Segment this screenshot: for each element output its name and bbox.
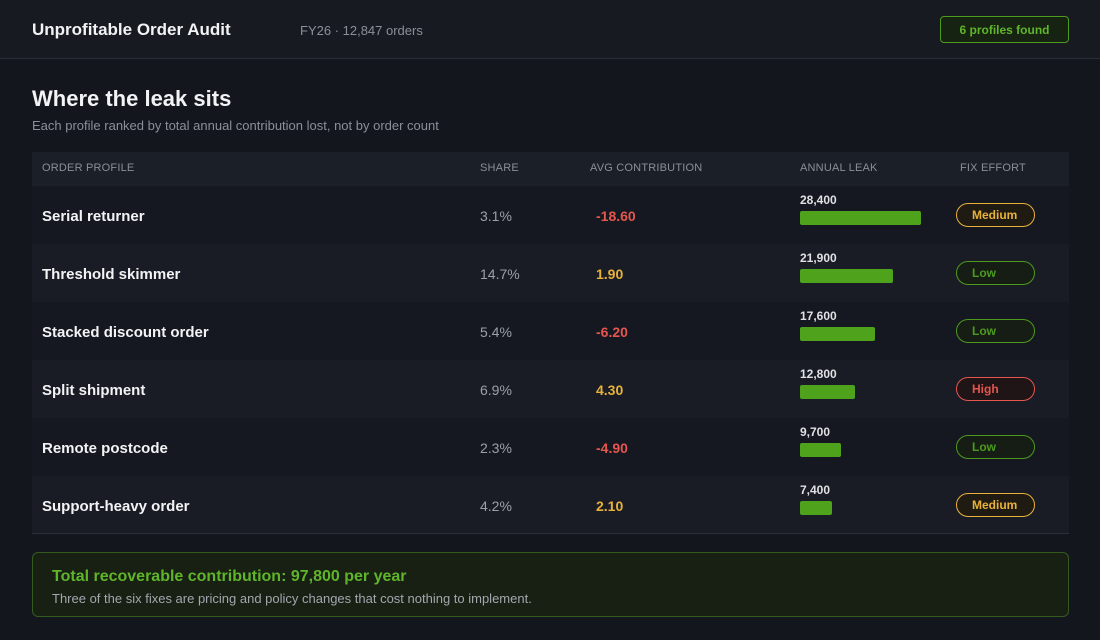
profile-name: Threshold skimmer (42, 266, 181, 283)
section-title: Where the leak sits (32, 86, 232, 111)
annual-leak-bar (800, 327, 875, 341)
profile-share: 3.1% (480, 208, 512, 224)
annual-leak-value: 12,800 (800, 367, 837, 381)
annual-leak-value: 21,900 (800, 251, 837, 265)
avg-contribution: 2.10 (596, 498, 624, 514)
summary-subtitle: Three of the six fixes are pricing and p… (52, 591, 532, 606)
table-row[interactable]: Split shipment 6.9% 4.30 12,800 High (32, 360, 1069, 418)
table-row[interactable]: Remote postcode 2.3% -4.90 9,700 Low (32, 418, 1069, 476)
fix-effort-badge: Low (956, 261, 1035, 285)
dataset-meta: FY26 · 12,847 orders (300, 23, 423, 38)
avg-contribution: 1.90 (596, 266, 624, 282)
profiles-table: ORDER PROFILE SHARE AVG CONTRIBUTION ANN… (32, 152, 1069, 534)
summary-title: Total recoverable contribution: 97,800 p… (52, 568, 407, 585)
annual-leak-value: 7,400 (800, 483, 831, 497)
column-header-share[interactable]: SHARE (480, 162, 519, 174)
column-header-avg-contribution[interactable]: AVG CONTRIBUTION (590, 162, 703, 174)
column-header-annual-leak[interactable]: ANNUAL LEAK (800, 162, 878, 174)
annual-leak-bar (800, 269, 893, 283)
profile-name: Support-heavy order (42, 498, 190, 515)
top-bar: Unprofitable Order Audit FY26 · 12,847 o… (0, 0, 1100, 59)
avg-contribution: -4.90 (596, 440, 628, 456)
profile-share: 2.3% (480, 440, 512, 456)
profile-name: Stacked discount order (42, 324, 209, 341)
profile-share: 4.2% (480, 498, 512, 514)
table-row[interactable]: Threshold skimmer 14.7% 1.90 21,900 Low (32, 244, 1069, 302)
fix-effort-badge: Medium (956, 203, 1035, 227)
annual-leak-value: 28,400 (800, 193, 837, 207)
avg-contribution: -18.60 (596, 208, 636, 224)
annual-leak-bar (800, 443, 841, 457)
avg-contribution: -6.20 (596, 324, 628, 340)
profile-share: 5.4% (480, 324, 512, 340)
annual-leak-value: 17,600 (800, 309, 837, 323)
page-title: Unprofitable Order Audit (32, 20, 231, 39)
fix-effort-badge: Medium (956, 493, 1035, 517)
profile-name: Split shipment (42, 382, 146, 399)
fix-effort-badge: High (956, 377, 1035, 401)
column-header-profile[interactable]: ORDER PROFILE (42, 162, 135, 174)
fix-effort-badge: Low (956, 435, 1035, 459)
fix-effort-badge: Low (956, 319, 1035, 343)
profiles-found-badge: 6 profiles found (940, 16, 1069, 43)
annual-leak-value: 9,700 (800, 425, 831, 439)
profile-share: 6.9% (480, 382, 512, 398)
table-row[interactable]: Support-heavy order 4.2% 2.10 7,400 Medium (32, 476, 1069, 534)
section-subtitle: Each profile ranked by total annual cont… (32, 118, 439, 133)
profile-share: 14.7% (480, 266, 520, 282)
table-body: Serial returner 3.1% -18.60 28,400 Medium Thr… (32, 186, 1069, 534)
profile-name: Serial returner (42, 208, 145, 225)
table-row[interactable]: Stacked discount order 5.4% -6.20 17,600 Low (32, 302, 1069, 360)
avg-contribution: 4.30 (596, 382, 624, 398)
summary-panel: Total recoverable contribution: 97,800 p… (32, 552, 1069, 617)
column-header-fix-effort[interactable]: FIX EFFORT (960, 162, 1026, 174)
table-row[interactable]: Serial returner 3.1% -18.60 28,400 Medium (32, 186, 1069, 244)
table-header: ORDER PROFILE SHARE AVG CONTRIBUTION ANN… (32, 152, 1069, 186)
annual-leak-bar (800, 211, 921, 225)
profile-name: Remote postcode (42, 440, 168, 457)
annual-leak-bar (800, 501, 832, 515)
annual-leak-bar (800, 385, 855, 399)
